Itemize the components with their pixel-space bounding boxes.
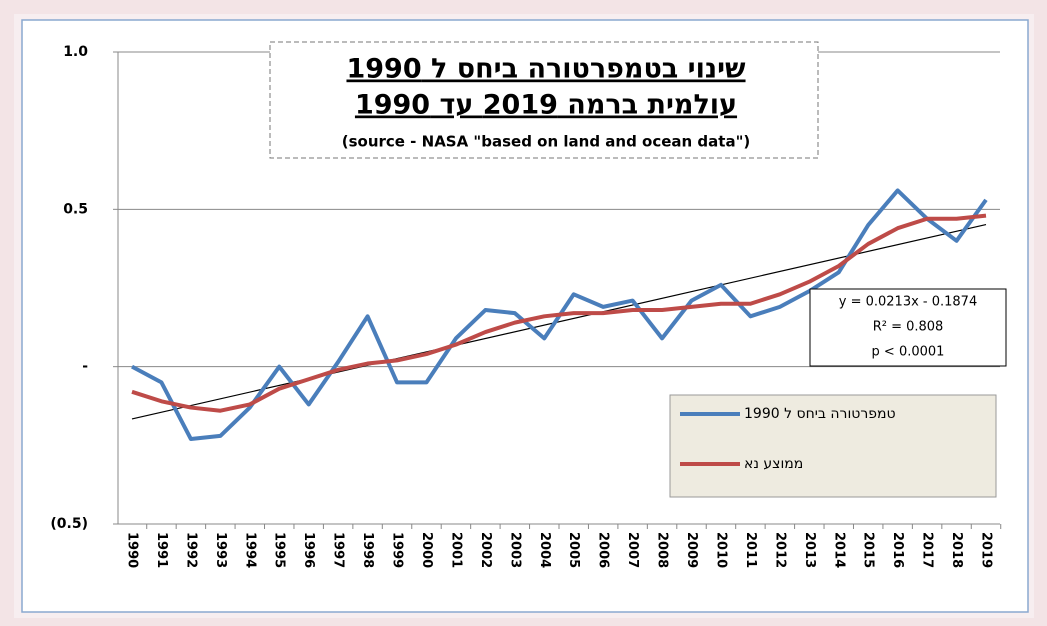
- x-tick-label: 1993: [213, 532, 228, 568]
- chart-title: עולמית ברמה 2019 עד 1990: [355, 90, 737, 121]
- x-tick-label: 2007: [625, 532, 640, 568]
- y-tick-label: 0.5: [63, 201, 88, 217]
- x-tick-label: 2013: [802, 532, 817, 568]
- chart-title: שינוי בטמפרטורה ביחס ל 1990: [346, 54, 746, 85]
- equation: y = 0.0213x - 0.1874: [839, 295, 977, 310]
- x-tick-label: 2016: [890, 532, 905, 568]
- x-tick-label: 2017: [920, 532, 935, 568]
- plot-area: 1.0 0.5 - (0.5) 1990 1991 1992 1993 1994 1995 1996…: [50, 44, 1002, 568]
- x-tick-label: 2019: [979, 532, 994, 568]
- x-tick-label: 2012: [772, 532, 787, 568]
- equation-box: [809, 288, 1007, 367]
- x-tick-label: 1994: [242, 532, 257, 568]
- x-tick-label: 2008: [655, 532, 670, 568]
- r-squared: R² = 0.808: [873, 320, 944, 335]
- y-tick-label: 1.0: [63, 44, 88, 60]
- x-tick-label: 2011: [743, 532, 758, 568]
- title-box: [269, 41, 819, 159]
- x-tick-label: 2005: [566, 532, 581, 568]
- x-tick-label: 1998: [360, 532, 375, 568]
- legend-label: ממוצע נא: [744, 456, 803, 472]
- chart-subtitle: (source - NASA "based on land and ocean …: [342, 133, 751, 151]
- x-tick-label: 1991: [154, 532, 169, 568]
- x-tick-label: 2001: [448, 532, 463, 568]
- x-tick-label: 1997: [331, 532, 346, 568]
- x-tick-label: 2018: [949, 532, 964, 568]
- x-tick-label: 1992: [183, 532, 198, 568]
- x-tick-label: 1996: [301, 532, 316, 568]
- p-value: p < 0.0001: [872, 345, 945, 360]
- x-tick-label: 2002: [478, 532, 493, 568]
- y-tick-label: (0.5): [50, 516, 88, 532]
- x-tick-label: 2003: [507, 532, 522, 568]
- x-tick-label: 2009: [684, 532, 699, 568]
- x-tick-label: 2006: [596, 532, 611, 568]
- legend-label: טמפרטורה ביחס ל 1990: [744, 406, 896, 422]
- y-tick-label: -: [82, 359, 88, 375]
- x-tick-label: 2004: [537, 532, 552, 568]
- x-tick-label: 2000: [419, 532, 434, 568]
- series-line: [131, 213, 987, 413]
- x-tick-label: 1999: [390, 532, 405, 568]
- x-tick-label: 1990: [125, 532, 140, 568]
- x-tick-label: 1995: [272, 532, 287, 568]
- x-tick-label: 2010: [713, 532, 728, 568]
- x-tick-label: 2015: [861, 532, 876, 568]
- x-tick-label: 2014: [831, 532, 846, 568]
- trendline: [131, 223, 987, 420]
